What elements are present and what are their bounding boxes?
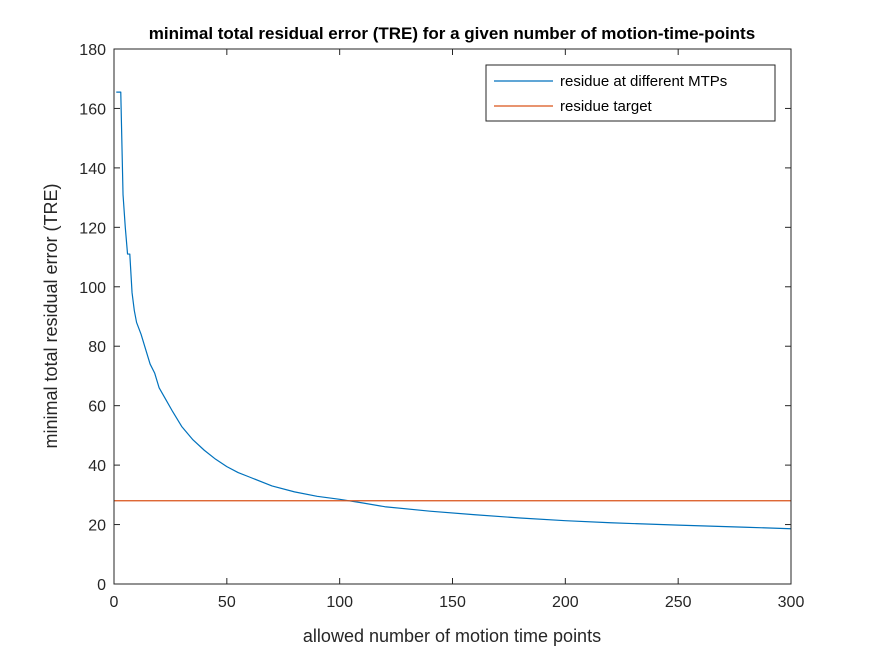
y-tick-label-100: 100 <box>79 280 106 297</box>
x-tick-label-250: 250 <box>665 594 692 611</box>
x-tick-label-300: 300 <box>778 594 805 611</box>
x-tick-label-100: 100 <box>326 594 353 611</box>
y-tick-label-180: 180 <box>79 42 106 59</box>
tick-layer: 0 50 100 150 200 250 300 0 20 40 60 80 100 120 140 160 1… <box>79 42 804 611</box>
chart-title: minimal total residual error (TRE) for a… <box>149 24 755 43</box>
x-tick-label-150: 150 <box>439 594 466 611</box>
x-tick-label-50: 50 <box>218 594 236 611</box>
series-line-residue-at-different-mtps <box>116 91 792 530</box>
y-axis-label: minimal total residual error (TRE) <box>41 183 61 448</box>
y-tick-label-0: 0 <box>97 577 106 594</box>
y-tick-label-40: 40 <box>88 458 106 475</box>
legend: residue at different MTPs residue target <box>485 64 776 122</box>
x-tick-label-0: 0 <box>110 594 119 611</box>
legend-label-residue-at-different-mtps: residue at different MTPs <box>560 73 727 90</box>
x-axis-label: allowed number of motion time points <box>303 626 601 646</box>
x-tick-label-200: 200 <box>552 594 579 611</box>
y-tick-label-160: 160 <box>79 101 106 118</box>
legend-label-residue-target: residue target <box>560 98 653 115</box>
plot-area <box>114 49 791 584</box>
y-tick-label-80: 80 <box>88 339 106 356</box>
y-tick-label-120: 120 <box>79 220 106 237</box>
y-tick-label-60: 60 <box>88 399 106 416</box>
legend-box <box>485 64 776 122</box>
y-tick-label-20: 20 <box>88 518 106 535</box>
series-layer <box>114 91 792 530</box>
y-tick-label-140: 140 <box>79 161 106 178</box>
